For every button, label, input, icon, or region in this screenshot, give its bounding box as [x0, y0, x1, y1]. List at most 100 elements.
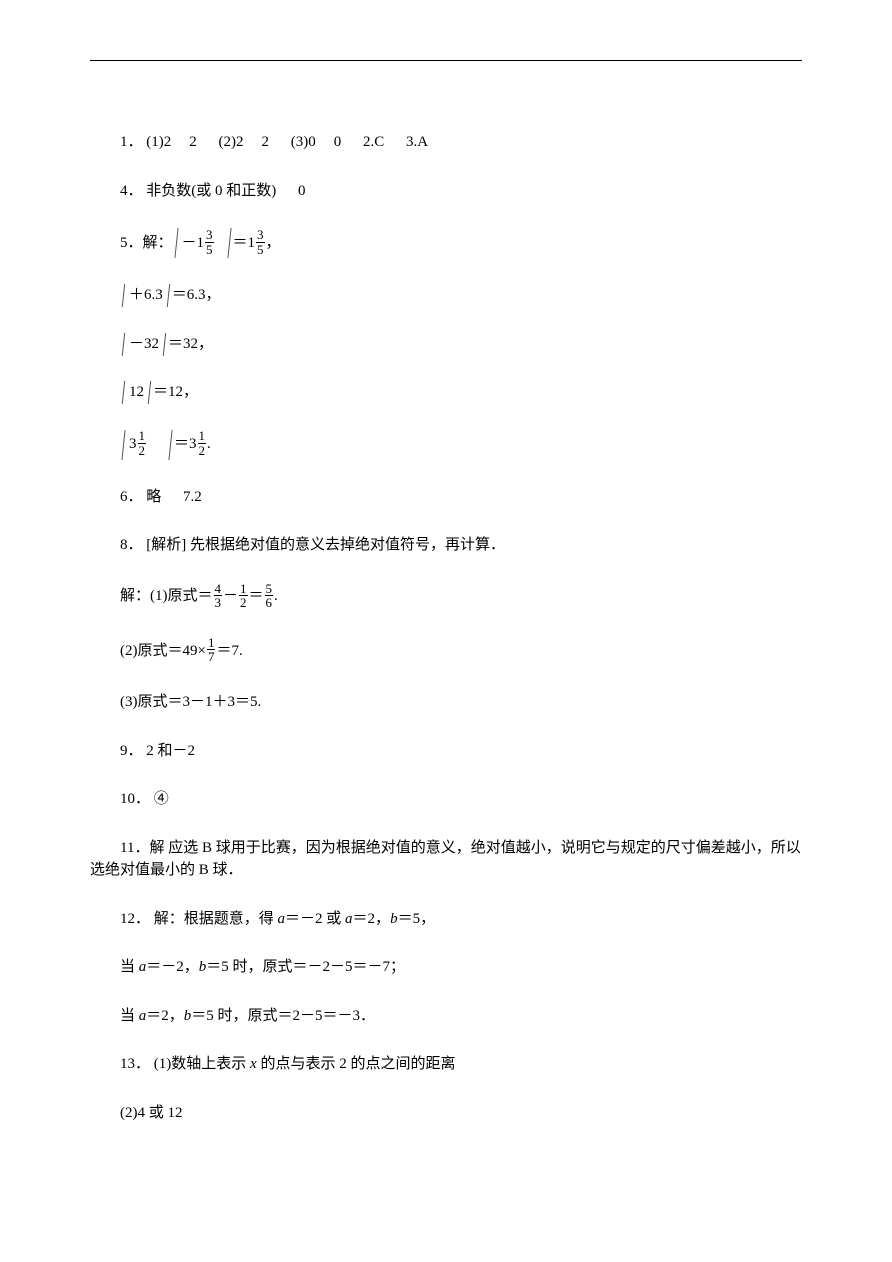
numerator: 1: [207, 636, 216, 650]
denominator: 5: [256, 242, 265, 257]
answer-line-8b: (2)原式＝49× 1 7 ＝7.: [90, 637, 802, 665]
comma: ，: [183, 381, 198, 404]
p3-v2: 0: [334, 134, 342, 150]
q12b-tc: ＝5 时，原式＝－2－5＝－7；: [206, 959, 405, 975]
denominator: 7: [207, 649, 216, 664]
mixed-number: 1 3 5: [248, 229, 266, 257]
comma: ，: [206, 284, 221, 307]
abs-expr-2: ＋6.3: [120, 284, 172, 307]
equals: ＝: [233, 232, 248, 255]
q8-tag: [解析]: [146, 537, 186, 553]
denominator: 2: [198, 443, 207, 458]
q8c-text: (3)原式＝3－1＋3＝5.: [120, 694, 261, 710]
equals: ＝: [168, 333, 183, 356]
abs-expr-4: 12: [120, 381, 153, 404]
q4-label: 4．: [120, 183, 143, 199]
top-rule: [90, 60, 802, 61]
answer-key-page: 1． (1)22 (2)22 (3)00 2.C 3.A 4． 非负数(或 0 …: [0, 0, 892, 1262]
p2-v1: 2: [236, 134, 244, 150]
equals: ＝: [174, 433, 189, 456]
q9-text: 2 和－2: [146, 743, 195, 759]
fraction: 3 5: [256, 228, 265, 256]
p2-label: (2): [219, 134, 237, 150]
answer-line-5e: 3 1 2 ＝ 3 1 2 .: [90, 430, 802, 460]
q12a-td: ＝5，: [398, 911, 436, 927]
answer-line-11: 11．解 应选 B 球用于比赛，因为根据绝对值的意义，绝对值越小，说明它与规定的…: [90, 837, 802, 882]
p3-v1: 0: [308, 134, 316, 150]
q8b-prefix: (2)原式＝49×: [120, 640, 206, 663]
answer-line-5d: 12 ＝ 12 ，: [90, 381, 802, 404]
q13b-text: (2)4 或 12: [120, 1105, 183, 1121]
answer-line-6-7: 6． 略 7.2: [90, 486, 802, 509]
q11-label: 11．: [120, 840, 149, 856]
numerator: 3: [256, 228, 265, 242]
rhs: 32: [183, 333, 198, 356]
abs-inner: －32: [127, 333, 161, 356]
fraction: 1 2: [239, 582, 248, 610]
q9-label: 9．: [120, 743, 143, 759]
abs-inner: － 1 3 5: [180, 229, 217, 257]
abs-inner: 12: [127, 381, 146, 404]
answer-line-8a: 解：(1)原式＝ 4 3 － 1 2 ＝ 5 6 .: [90, 583, 802, 611]
var-a: a: [278, 911, 286, 927]
answer-line-13b: (2)4 或 12: [90, 1102, 802, 1125]
mixed-number: 3 1 2: [189, 430, 207, 458]
abs-bar-icon: [122, 381, 125, 404]
q12b-ta: 当: [120, 959, 139, 975]
var-x: x: [250, 1056, 257, 1072]
q13-label: 13．: [120, 1056, 150, 1072]
q8-label: 8．: [120, 537, 143, 553]
answer-line-5c: －32 ＝ 32 ，: [90, 333, 802, 356]
numerator: 1: [239, 582, 248, 596]
whole-part: 1: [197, 232, 205, 255]
q13a-tb: 的点与表示 2 的点之间的距离: [257, 1056, 456, 1072]
numerator: 5: [265, 582, 274, 596]
answer-line-13a: 13． (1)数轴上表示 x 的点与表示 2 的点之间的距离: [90, 1053, 802, 1076]
q12c-tc: ＝5 时，原式＝2－5＝－3．: [191, 1008, 375, 1024]
p2-v2: 2: [262, 134, 270, 150]
mixed-number: 3 1 2: [129, 430, 147, 458]
q8a-prefix: 解：(1)原式＝: [120, 585, 213, 608]
abs-inner: ＋6.3: [127, 284, 165, 307]
equals: ＝: [249, 585, 264, 608]
q8b-eq: ＝7.: [216, 640, 242, 663]
q10-label: 10．: [120, 791, 150, 807]
equals: ＝: [172, 284, 187, 307]
equals: ＝: [153, 381, 168, 404]
q6-text: 略: [146, 489, 161, 505]
abs-expr-1: － 1 3 5: [173, 228, 233, 258]
neg-sign: －: [182, 232, 197, 255]
fraction: 4 3: [214, 582, 223, 610]
comma: ，: [266, 232, 281, 255]
abs-bar-icon: [148, 381, 151, 404]
q13a-ta: (1)数轴上表示: [154, 1056, 250, 1072]
abs-bar-icon: [227, 228, 231, 258]
denominator: 2: [138, 443, 147, 458]
var-b: b: [390, 911, 398, 927]
fraction: 5 6: [265, 582, 274, 610]
answer-line-5b: ＋6.3 ＝ 6.3 ，: [90, 284, 802, 307]
p1-v2: 2: [189, 134, 197, 150]
q12c-tb: ＝2，: [146, 1008, 184, 1024]
whole-part: 1: [248, 232, 256, 255]
fraction: 1 2: [198, 429, 207, 457]
fraction: 1 7: [207, 636, 216, 664]
q12a-ta: 解：根据题意，得: [154, 911, 278, 927]
fraction: 3 5: [205, 228, 214, 256]
abs-bar-icon: [121, 430, 125, 460]
p1-v1: 2: [164, 134, 172, 150]
answer-line-10: 10． ④: [90, 788, 802, 811]
answer-line-12a: 12． 解：根据题意，得 a＝－2 或 a＝2，b＝5，: [90, 908, 802, 931]
numerator: 1: [198, 429, 207, 443]
answer-line-12b: 当 a＝－2，b＝5 时，原式＝－2－5＝－7；: [90, 956, 802, 979]
numerator: 4: [214, 582, 223, 596]
answer-line-9: 9． 2 和－2: [90, 740, 802, 763]
comma: ，: [198, 333, 213, 356]
q12b-tb: ＝－2，: [146, 959, 199, 975]
numerator: 3: [205, 228, 214, 242]
q4-text: 非负数(或 0 和正数): [146, 183, 276, 199]
minus: －: [223, 585, 238, 608]
abs-bar-icon: [174, 228, 178, 258]
q12a-tc: ＝2，: [353, 911, 391, 927]
p3-label: (3): [291, 134, 309, 150]
